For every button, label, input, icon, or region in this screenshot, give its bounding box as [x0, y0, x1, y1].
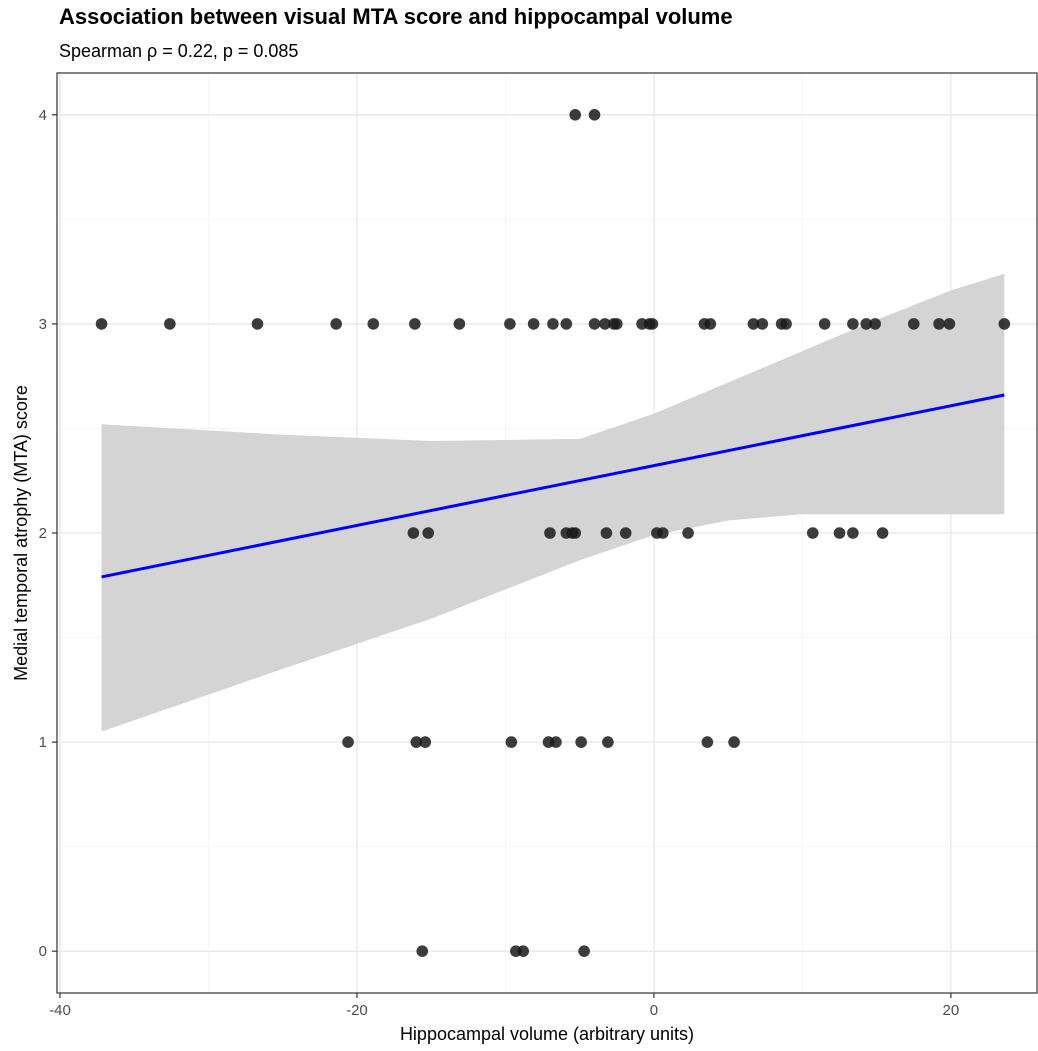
data-points: [95, 109, 1011, 957]
data-point: [818, 318, 831, 330]
data-point: [527, 318, 540, 330]
data-point: [610, 318, 623, 330]
confidence-band-layer: [101, 273, 1005, 732]
data-point: [251, 318, 264, 330]
data-point: [806, 527, 819, 539]
x-tick-label: 20: [943, 1002, 960, 1019]
y-tick-label: 4: [39, 107, 47, 124]
data-point: [504, 318, 516, 330]
data-point: [505, 736, 518, 748]
y-tick-label: 0: [39, 943, 47, 960]
data-point: [367, 318, 380, 330]
data-point: [547, 318, 559, 330]
data-point: [847, 318, 859, 330]
data-point: [599, 318, 611, 330]
chart-title: Association between visual MTA score and…: [59, 4, 733, 29]
fit-line-layer: [101, 393, 1005, 579]
data-point: [575, 736, 587, 748]
axis-ticks: -40 -20 0 20 0 1 2 3 4: [39, 107, 960, 1019]
data-point: [646, 318, 659, 330]
data-point: [869, 318, 881, 330]
data-point: [569, 527, 582, 539]
data-point: [578, 945, 590, 957]
data-point: [95, 318, 108, 330]
data-point: [416, 945, 429, 957]
data-point: [419, 736, 432, 748]
data-point: [517, 945, 530, 957]
data-point: [860, 318, 873, 330]
x-axis-title: Hippocampal volume (arbitrary units): [400, 1024, 694, 1044]
data-point: [756, 318, 769, 330]
data-point: [907, 318, 920, 330]
x-tick-label: 0: [650, 1002, 658, 1019]
data-point: [998, 318, 1011, 330]
confidence-band: [101, 273, 1005, 732]
data-point: [682, 527, 694, 539]
data-point: [407, 527, 420, 539]
data-point: [602, 736, 614, 748]
data-point: [833, 527, 846, 539]
data-point: [410, 736, 423, 748]
data-point: [876, 527, 889, 539]
data-point: [560, 318, 573, 330]
y-axis-title: Medial temporal atrophy (MTA) score: [11, 385, 31, 681]
x-tick-label: -20: [346, 1002, 368, 1019]
data-point: [164, 318, 176, 330]
data-point: [550, 736, 562, 748]
y-tick-label: 3: [39, 316, 47, 333]
data-point: [422, 527, 435, 539]
data-point: [330, 318, 342, 330]
data-point: [847, 527, 859, 539]
data-point: [704, 318, 717, 330]
data-point: [943, 318, 956, 330]
data-point: [657, 527, 669, 539]
data-point: [701, 736, 714, 748]
y-tick-label: 1: [39, 734, 47, 751]
data-point: [780, 318, 792, 330]
x-tick-label: -40: [49, 1002, 71, 1019]
data-point: [728, 736, 740, 748]
regression-line: [101, 393, 1005, 579]
data-point: [588, 109, 601, 121]
data-point: [409, 318, 421, 330]
data-point: [747, 318, 760, 330]
data-point: [588, 318, 601, 330]
data-point: [544, 527, 556, 539]
y-tick-label: 2: [39, 525, 47, 542]
data-point: [933, 318, 945, 330]
chart-subtitle: Spearman ρ = 0.22, p = 0.085: [59, 41, 299, 61]
data-point: [342, 736, 354, 748]
data-point: [619, 527, 632, 539]
data-point: [453, 318, 466, 330]
data-point: [569, 109, 582, 121]
data-point: [600, 527, 613, 539]
